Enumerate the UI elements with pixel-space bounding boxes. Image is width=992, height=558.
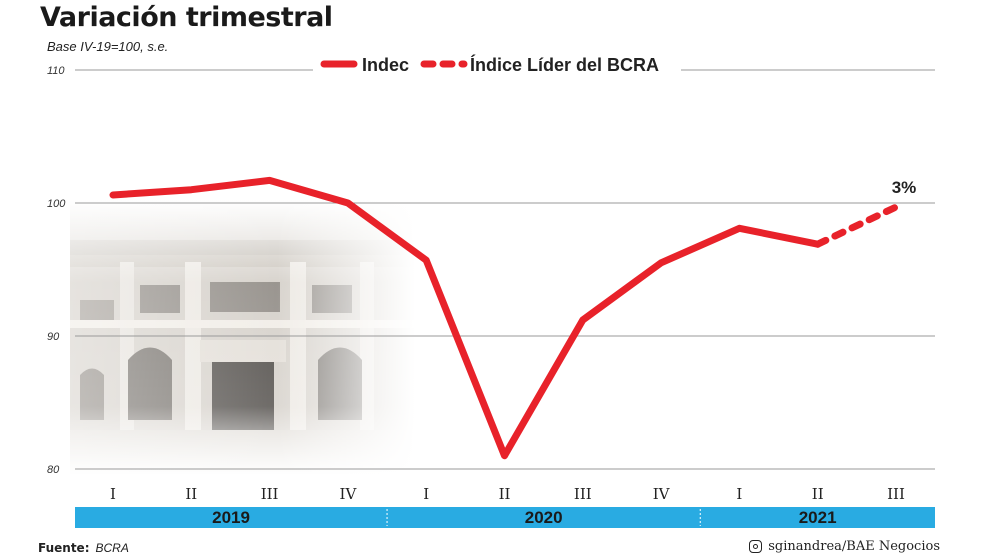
legend-label-bcra: Índice Líder del BCRA [470, 54, 659, 75]
source-value: BCRA [95, 541, 129, 555]
credit: sginandrea/BAE Negocios [749, 539, 940, 554]
x-tick-label: III [574, 485, 592, 503]
source-label: Fuente: [38, 541, 90, 555]
x-tick-label: II [812, 485, 824, 503]
x-tick-label: III [887, 485, 905, 503]
y-tick-label-80: 80 [47, 464, 60, 476]
year-label-2021: 2021 [799, 508, 837, 527]
series-line-0 [109, 176, 822, 460]
year-bar: 2019 2020 2021 [75, 507, 935, 528]
building-background-image [70, 200, 415, 475]
x-axis-ticks: I II III IV I II III IV I II III [110, 485, 905, 503]
x-tick-label: III [261, 485, 279, 503]
series-lines [109, 176, 900, 460]
y-tick-label-90: 90 [47, 331, 60, 343]
legend-label-indec: Indec [362, 55, 409, 75]
x-tick-label: II [185, 485, 197, 503]
credit-text: sginandrea/BAE Negocios [768, 539, 940, 554]
annotation-label: 3% [892, 178, 917, 197]
chart-title: Variación trimestral [40, 2, 333, 33]
x-tick-label: I [736, 485, 742, 503]
x-tick-label: I [110, 485, 116, 503]
annotations: 3% [892, 178, 917, 197]
x-tick-label: I [423, 485, 429, 503]
legend: Indec Índice Líder del BCRA [313, 48, 681, 78]
year-bar-background [75, 507, 935, 528]
y-axis-ticks: 80 90 100 110 [47, 65, 66, 476]
x-tick-label: IV [653, 485, 671, 503]
instagram-icon [749, 540, 763, 553]
y-tick-label-110: 110 [47, 65, 65, 77]
chart-subtitle: Base IV-19=100, s.e. [47, 39, 169, 54]
x-tick-label: IV [340, 485, 358, 503]
series-line-1 [814, 203, 900, 248]
y-tick-label-100: 100 [47, 198, 66, 210]
year-label-2019: 2019 [212, 508, 250, 527]
year-label-2020: 2020 [525, 508, 563, 527]
x-tick-label: II [499, 485, 511, 503]
source-note: Fuente: BCRA [38, 541, 129, 555]
